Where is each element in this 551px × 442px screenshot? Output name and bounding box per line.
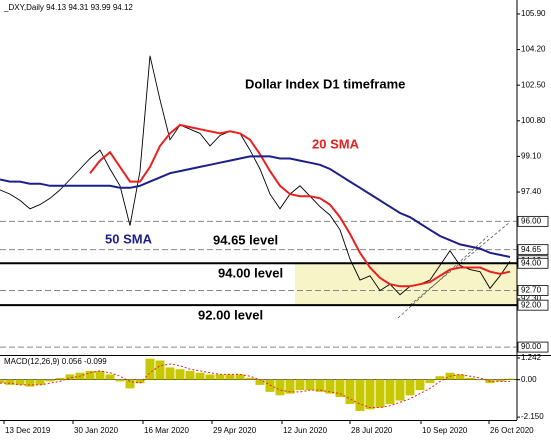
level-label: 94.65	[521, 245, 542, 254]
series-line	[0, 55, 511, 296]
macd-bar	[415, 379, 425, 391]
level-label-box	[517, 341, 549, 353]
macd-bar	[305, 379, 315, 391]
macd-bar	[105, 374, 115, 380]
macd-bar	[435, 376, 445, 380]
macd-bar	[85, 370, 95, 380]
macd-bar	[145, 358, 155, 380]
macd-bar	[65, 374, 75, 380]
macd-bar	[185, 370, 195, 380]
macd-bar	[465, 377, 475, 380]
y-tick-label: 100.80	[521, 116, 546, 125]
level-label-box	[517, 244, 549, 256]
annotation: 92.00 level	[198, 307, 263, 322]
level-label-box	[517, 215, 549, 227]
level-label-box	[517, 285, 549, 296]
macd-bar	[35, 379, 45, 385]
macd-bar	[475, 379, 485, 381]
macd-bar	[265, 379, 275, 392]
macd-bar	[125, 379, 135, 389]
highlight-zone	[295, 262, 517, 305]
macd-bar	[225, 374, 235, 380]
macd-bar	[385, 379, 395, 405]
x-tick-label: 13 Dec 2019	[5, 426, 51, 435]
macd-bar	[275, 379, 285, 396]
macd-bar	[315, 379, 325, 392]
macd-bar	[155, 360, 165, 380]
macd-bar	[45, 379, 55, 382]
macd-bar	[175, 369, 185, 380]
level-label: 92.70	[521, 286, 542, 295]
macd-bar	[95, 370, 105, 380]
y-tick-label: 105.90	[521, 9, 546, 18]
macd-bar	[375, 379, 385, 408]
macd-bar	[325, 379, 335, 394]
y-tick-label: 102.50	[521, 80, 546, 89]
macd-bar	[285, 379, 295, 394]
macd-bar	[135, 379, 145, 384]
y-tick-label: 1.242	[521, 353, 542, 362]
macd-bar	[5, 379, 15, 385]
macd-bar	[365, 379, 375, 410]
x-tick-label: 16 Mar 2020	[144, 426, 189, 435]
macd-bar	[235, 374, 245, 380]
macd-bar	[255, 379, 265, 385]
series-line	[89, 123, 511, 288]
macd-bar	[355, 379, 365, 412]
level-label: 90.00	[521, 342, 542, 351]
annotation: 94.65 level	[213, 232, 278, 247]
series-label: 20 SMA	[312, 136, 360, 151]
y-tick-label: 104.20	[521, 45, 546, 54]
macd-bar	[55, 377, 65, 380]
macd-bar	[405, 379, 415, 396]
channel-line	[409, 221, 511, 306]
x-tick-label: 28 Jul 2020	[351, 426, 393, 435]
macd-title: MACD(12,26,9) 0.056 -0.099	[4, 357, 107, 366]
macd-bar	[345, 379, 355, 405]
level-label: 96.00	[521, 216, 542, 225]
macd-bar	[495, 379, 505, 382]
y-tick-label: 99.10	[521, 152, 542, 161]
x-tick-label: 26 Oct 2020	[490, 426, 534, 435]
annotation: 94.00 level	[218, 265, 283, 280]
macd-bar	[455, 374, 465, 380]
chart-title: Dollar Index D1 timeframe	[245, 76, 405, 91]
level-label: 92.00	[521, 300, 542, 309]
y-tick-label: 0.00	[521, 375, 537, 384]
macd-bar	[165, 367, 175, 380]
x-tick-label: 29 Apr 2020	[213, 426, 257, 435]
x-tick-label: 10 Sep 2020	[422, 426, 468, 435]
macd-bar	[25, 379, 35, 387]
macd-bar	[505, 378, 515, 380]
chart-header: _DXY,Daily 94.13 94.31 93.99 94.12	[3, 3, 133, 12]
macd-bar	[395, 379, 405, 401]
y-tick-label: 92.30	[521, 294, 542, 303]
macd-bar	[0, 379, 5, 384]
macd-bar	[295, 379, 305, 391]
level-label-box	[517, 257, 549, 269]
macd-bar	[215, 374, 225, 380]
y-tick-label: -2.150	[521, 412, 544, 421]
x-tick-label: 30 Jan 2020	[74, 426, 119, 435]
macd-bar	[425, 379, 435, 384]
macd-bar	[245, 377, 255, 380]
macd-bar	[115, 379, 125, 382]
series-label: 50 SMA	[105, 231, 153, 246]
macd-bar	[195, 372, 205, 380]
macd-bar	[15, 379, 25, 385]
macd-bar	[205, 374, 215, 380]
level-label-box	[517, 299, 549, 311]
x-tick-label: 12 Jun 2020	[283, 426, 328, 435]
plot-layer: 20 SMA 50 SMA 94.65 level 94.00 level 92.00 …	[0, 55, 517, 412]
macd-bar	[335, 379, 345, 398]
series-line	[0, 155, 511, 258]
y-tick-label: 97.40	[521, 187, 542, 196]
level-label: 94.00	[521, 258, 542, 267]
